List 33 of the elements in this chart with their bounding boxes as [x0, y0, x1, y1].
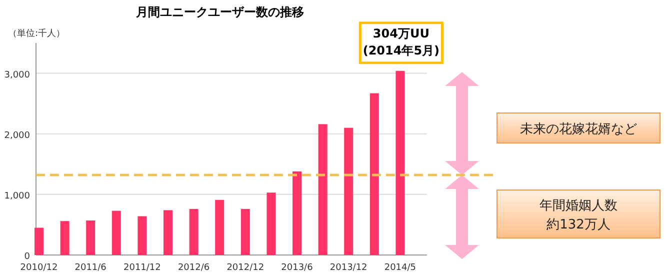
bar: [60, 221, 70, 255]
x-tick-label: 2014/5: [384, 263, 416, 273]
annotation: 304万UU (2014年5月): [362, 26, 440, 58]
y-tick-label: 0: [24, 252, 30, 262]
bar: [164, 210, 172, 255]
x-tick-label: 2010/12: [20, 263, 58, 273]
bar: [34, 228, 44, 255]
bar: [292, 171, 302, 255]
x-tick-label: 2013/6: [281, 263, 314, 273]
bar: [138, 216, 147, 255]
y-tick-label: 1,000: [4, 191, 30, 202]
bar: [215, 200, 224, 255]
y-tick-label: 2,000: [4, 130, 30, 141]
x-tick-label: 2012/6: [178, 263, 210, 273]
y-tick-label: 3,000: [4, 70, 30, 80]
bar: [344, 128, 354, 255]
bar: [370, 93, 379, 255]
bar: [240, 208, 250, 255]
text: 年間婚姻人数: [540, 198, 618, 214]
chart-title: 月間ユニークユーザー数の推移: [135, 5, 304, 19]
bar: [112, 210, 121, 255]
bar: [189, 208, 198, 255]
bar: [396, 70, 405, 255]
text: 約132万人: [546, 218, 610, 232]
y-axis-title: （単位:千人）: [8, 28, 66, 39]
x-tick-label: 2011/6: [74, 263, 107, 273]
bar: [266, 192, 276, 255]
bar: [318, 124, 328, 255]
text: 未来の花嫁花婿など: [520, 122, 637, 137]
x-tick-label: 2011/12: [124, 263, 161, 273]
x-tick-label: 2012/12: [226, 263, 264, 273]
bar: [86, 220, 96, 255]
x-tick-label: 2013/12: [330, 263, 368, 273]
